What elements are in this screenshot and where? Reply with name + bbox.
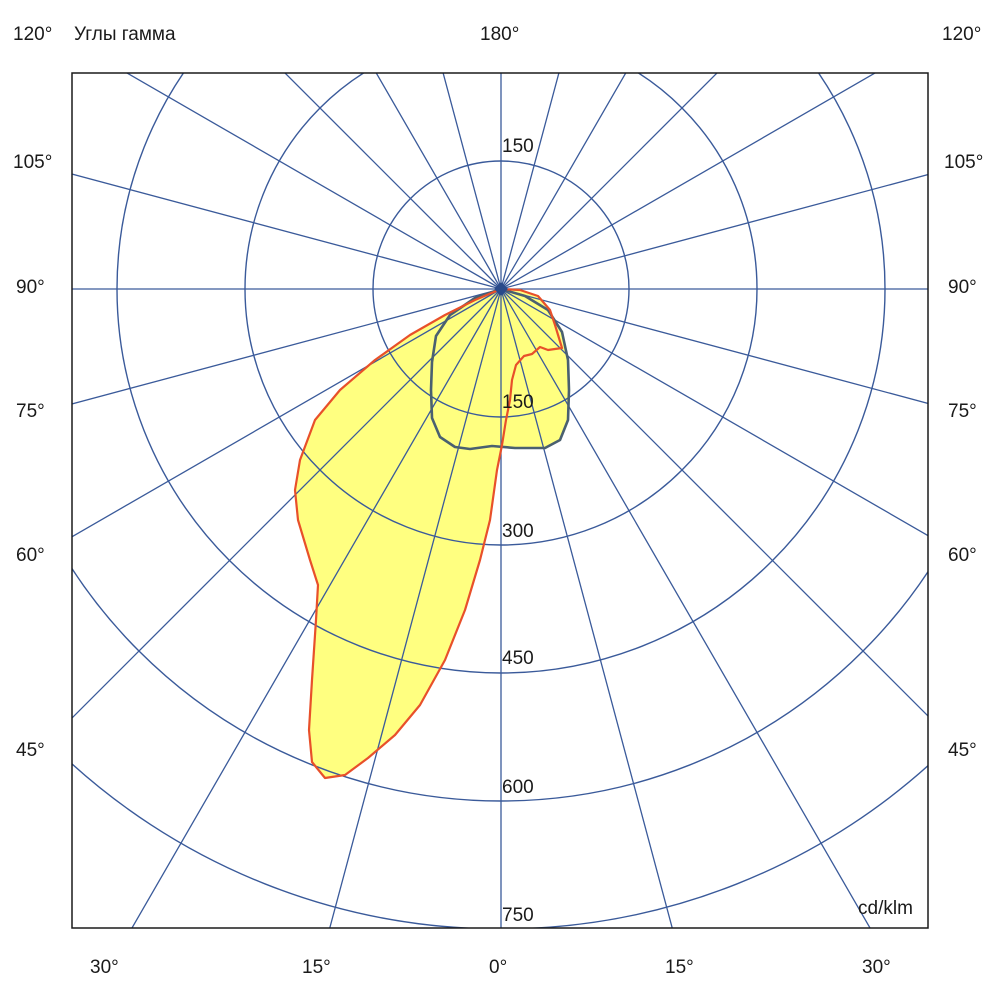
radial-label-150: 150 <box>502 392 534 413</box>
angle-label-bottom-30-left: 30° <box>90 957 119 978</box>
angle-label-bottom-30-right: 30° <box>862 957 891 978</box>
angle-label-right-105: 105° <box>944 152 984 173</box>
curve-c90-c270-outline <box>429 287 571 451</box>
angle-label-right-75: 75° <box>948 401 977 422</box>
angle-label-left-90: 90° <box>16 277 45 298</box>
angle-label-left-105: 105° <box>13 152 53 173</box>
radial-label-600: 600 <box>502 777 534 798</box>
radial-label-300: 300 <box>502 521 534 542</box>
radial-grid <box>72 73 928 928</box>
angle-label-top-right: 120° <box>942 24 982 45</box>
angle-label-top-left: 120° <box>13 24 53 45</box>
curve-c90-c270-fill <box>431 289 569 449</box>
radial-label-upper-150: 150 <box>502 136 534 157</box>
angle-label-right-45: 45° <box>948 740 977 761</box>
angle-label-right-60: 60° <box>948 545 977 566</box>
center-marker <box>494 282 508 296</box>
angle-label-bottom-15-left: 15° <box>302 957 331 978</box>
angle-label-left-45: 45° <box>16 740 45 761</box>
angle-label-right-90: 90° <box>948 277 977 298</box>
radial-label-750: 750 <box>502 905 534 926</box>
angle-label-bottom-0: 0° <box>489 957 508 978</box>
angle-label-bottom-15-right: 15° <box>665 957 694 978</box>
curve-c0-c180-outline <box>293 287 564 780</box>
chart-title: Углы гамма <box>74 24 176 45</box>
angle-label-top-center: 180° <box>480 24 520 45</box>
angle-label-left-75: 75° <box>16 401 45 422</box>
plot-frame <box>71 72 929 929</box>
angle-label-left-60: 60° <box>16 545 45 566</box>
unit-label: cd/klm <box>858 898 913 919</box>
radial-label-450: 450 <box>502 648 534 669</box>
